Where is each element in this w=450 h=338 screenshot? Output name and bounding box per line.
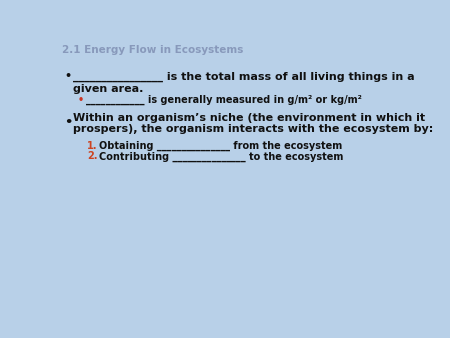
- Text: Within an organism’s niche (the environment in which it: Within an organism’s niche (the environm…: [73, 113, 425, 123]
- Text: ____________ is generally measured in g/m² or kg/m²: ____________ is generally measured in g/…: [86, 95, 362, 105]
- Text: 2.: 2.: [87, 151, 98, 162]
- Text: 2.1 Energy Flow in Ecosystems: 2.1 Energy Flow in Ecosystems: [63, 45, 244, 55]
- Text: prospers), the organism interacts with the ecosystem by:: prospers), the organism interacts with t…: [73, 124, 433, 135]
- Text: •: •: [64, 71, 71, 81]
- Text: •: •: [78, 95, 84, 105]
- Text: Obtaining _______________ from the ecosystem: Obtaining _______________ from the ecosy…: [99, 141, 342, 151]
- Text: Contributing _______________ to the ecosystem: Contributing _______________ to the ecos…: [99, 151, 343, 162]
- Text: ________________ is the total mass of all living things in a: ________________ is the total mass of al…: [73, 71, 415, 81]
- Text: •: •: [64, 116, 72, 129]
- Text: given area.: given area.: [73, 84, 144, 94]
- Text: 1.: 1.: [87, 141, 98, 151]
